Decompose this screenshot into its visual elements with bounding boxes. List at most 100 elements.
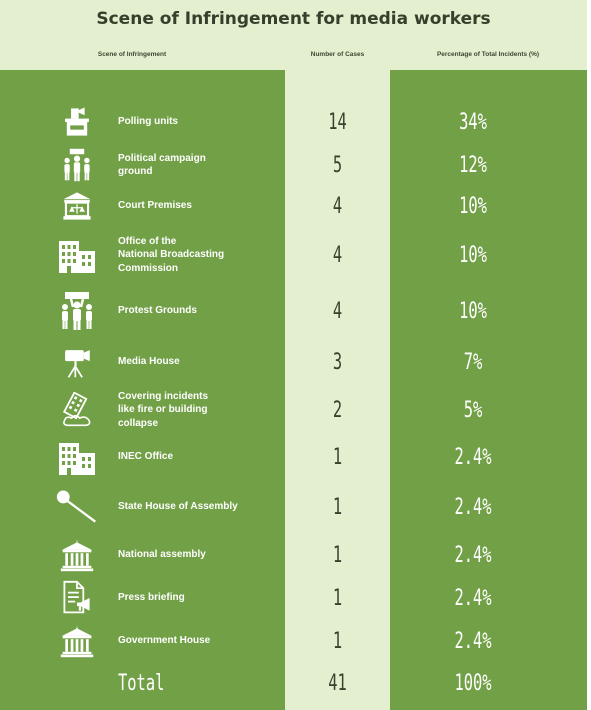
courthouse-icon xyxy=(52,185,102,227)
cases-column-band xyxy=(285,70,390,710)
percentage-value: 2.4% xyxy=(454,542,492,568)
percentage-value: 7% xyxy=(463,349,483,375)
scene-label-line: collapse xyxy=(118,417,159,429)
scene-label-text: Court Premises xyxy=(118,199,192,213)
case-count: 4 xyxy=(332,242,343,268)
scene-label-text: INEC Office xyxy=(118,450,173,464)
scene-label-line: Media House xyxy=(118,356,180,368)
government-building-icon xyxy=(52,621,102,661)
table-row: Press briefing 1 2.4% xyxy=(0,575,587,621)
percentage-value: 10% xyxy=(459,242,487,268)
title-band xyxy=(0,0,587,46)
percentage-value: 2.4% xyxy=(454,585,492,611)
scene-label-line: Court Premises xyxy=(118,200,192,212)
scene-label: INEC Office xyxy=(118,435,278,479)
scene-label-text: Office of the National Broadcasting Commis… xyxy=(118,235,224,276)
table-row: Polling units 14 34% xyxy=(0,99,587,145)
scene-label-text: Political campaign ground xyxy=(118,152,206,179)
protest-crowd-icon xyxy=(52,283,102,339)
table-row: INEC Office 1 2.4% xyxy=(0,435,587,479)
scene-label-line: INEC Office xyxy=(118,451,174,463)
scene-label: Protest Grounds xyxy=(118,283,278,339)
total-case-count: 41 xyxy=(328,670,347,696)
scene-label: Office of the National Broadcasting Commis… xyxy=(118,227,278,283)
percentage-value: 12% xyxy=(459,152,487,178)
percentage-value: 5% xyxy=(463,397,483,423)
scene-label: Covering incidents like fire or building c… xyxy=(118,385,278,435)
case-count: 5 xyxy=(332,152,343,178)
table-row: Office of the National Broadcasting Commis… xyxy=(0,227,587,283)
case-count: 1 xyxy=(332,444,343,470)
scene-label-line: like fire or building xyxy=(118,404,208,416)
case-count: 1 xyxy=(332,542,343,568)
table-row: National assembly 1 2.4% xyxy=(0,535,587,575)
column-header-scene: Scene of Infringement xyxy=(97,51,167,58)
scene-label: Court Premises xyxy=(118,185,278,227)
scene-label-text: Government House xyxy=(118,634,210,648)
office-building-icon xyxy=(52,227,102,283)
scene-label: Media House xyxy=(118,339,278,385)
column-header-percentage: Percentage of Total Incidents (%) xyxy=(436,51,540,58)
gavel-icon xyxy=(52,479,102,535)
percentage-value: 10% xyxy=(459,298,487,324)
table-row: State House of Assembly 1 2.4% xyxy=(0,479,587,535)
column-header-cases: Number of Cases xyxy=(310,51,365,58)
scene-label-line: Government House xyxy=(118,635,211,647)
campaign-crowd-icon xyxy=(52,145,102,185)
press-release-icon xyxy=(52,575,102,621)
scene-label-line: National Broadcasting xyxy=(118,249,225,261)
scene-label-line: Polling units xyxy=(118,116,178,128)
table-row: Government House 1 2.4% xyxy=(0,621,587,661)
ballot-box-icon xyxy=(52,99,102,145)
video-camera-icon xyxy=(52,339,102,385)
scene-label-text: National assembly xyxy=(118,548,206,562)
infographic-title: Scene of Infringement for media workers xyxy=(96,9,491,29)
scene-label-text: Press briefing xyxy=(118,591,185,605)
percentage-value: 34% xyxy=(459,109,487,135)
scene-label-line: State House of Assembly xyxy=(118,501,238,513)
scene-label-text: State House of Assembly xyxy=(118,500,238,514)
table-row: Covering incidents like fire or building c… xyxy=(0,385,587,435)
percentage-value: 10% xyxy=(459,193,487,219)
case-count: 3 xyxy=(332,349,343,375)
percentage-value: 2.4% xyxy=(454,628,492,654)
scene-label-line: Political campaign xyxy=(118,152,206,164)
scene-label: Political campaign ground xyxy=(118,145,278,185)
header-band xyxy=(0,46,587,70)
case-count: 4 xyxy=(332,298,343,324)
scene-label: Press briefing xyxy=(118,575,278,621)
percentage-value: 2.4% xyxy=(454,494,492,520)
scene-label-line: National assembly xyxy=(118,549,206,561)
scene-label-text: Media House xyxy=(118,355,180,369)
scene-label-line: Protest Grounds xyxy=(118,305,197,317)
percentage-value: 2.4% xyxy=(454,444,492,470)
total-label: Total xyxy=(118,670,165,696)
scene-label-line: ground xyxy=(118,166,153,177)
scene-label-line: Office of the xyxy=(118,235,177,247)
table-row: Media House 3 7% xyxy=(0,339,587,385)
table-row: Protest Grounds 4 10% xyxy=(0,283,587,339)
scene-label-line: Commission xyxy=(118,262,179,274)
scene-label-line: Press briefing xyxy=(118,592,185,604)
table-row: Court Premises 4 10% xyxy=(0,185,587,227)
total-row: Total 41 100% xyxy=(0,661,587,705)
scene-label: National assembly xyxy=(118,535,278,575)
table-row: Political campaign ground 5 12% xyxy=(0,145,587,185)
scene-label: State House of Assembly xyxy=(118,479,278,535)
office-building-icon xyxy=(52,435,102,479)
scene-label-line: Covering incidents xyxy=(118,390,209,402)
government-building-icon xyxy=(52,535,102,575)
case-count: 14 xyxy=(328,109,347,135)
scene-label: Polling units xyxy=(118,99,278,145)
case-count: 4 xyxy=(332,193,343,219)
scene-label-text: Protest Grounds xyxy=(118,304,197,318)
case-count: 1 xyxy=(332,628,343,654)
scene-label: Government House xyxy=(118,621,278,661)
case-count: 1 xyxy=(332,494,343,520)
scene-label-text: Polling units xyxy=(118,115,178,129)
scene-label-text: Covering incidents like fire or building c… xyxy=(118,390,208,431)
collapsing-building-icon xyxy=(52,385,102,435)
total-percentage: 100% xyxy=(454,670,492,696)
case-count: 2 xyxy=(332,397,343,423)
